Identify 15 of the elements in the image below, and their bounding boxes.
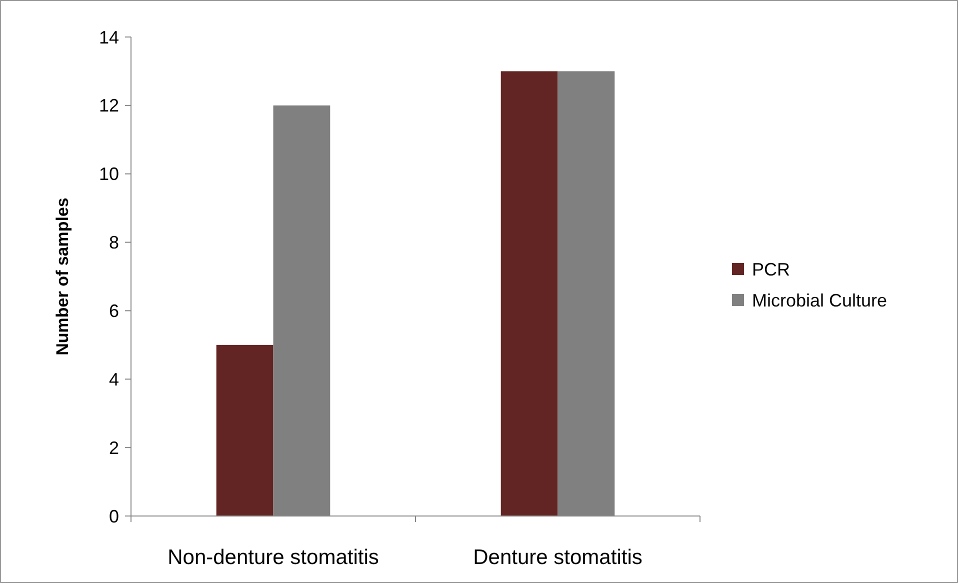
y-tick-label: 8: [108, 232, 119, 253]
bar: [216, 344, 274, 516]
legend-label: PCR: [752, 259, 790, 280]
bar: [500, 71, 558, 516]
y-tick-label: 10: [98, 164, 119, 184]
y-tick-label: 12: [98, 96, 119, 116]
y-axis-title: Number of samples: [53, 198, 72, 356]
x-tick-label: Denture stomatitis: [473, 546, 642, 569]
y-tick-label: 6: [108, 301, 119, 322]
y-tick-label: 4: [108, 369, 119, 390]
y-tick-label: 14: [98, 27, 119, 48]
y-tick-label: 2: [108, 438, 119, 458]
y-tick-label: 0: [108, 506, 119, 526]
x-tick-label: Non-denture stomatitis: [168, 546, 379, 569]
legend-label: Microbial Culture: [752, 290, 888, 310]
